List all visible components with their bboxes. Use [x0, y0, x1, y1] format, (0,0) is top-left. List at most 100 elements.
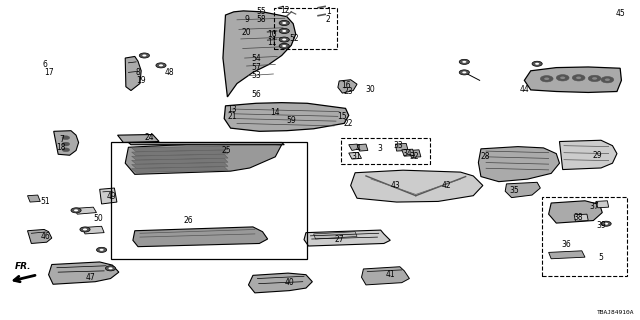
Circle shape [62, 148, 70, 152]
Circle shape [62, 142, 70, 146]
Text: 26: 26 [184, 216, 193, 225]
Circle shape [540, 76, 553, 82]
Circle shape [142, 54, 147, 57]
Circle shape [592, 77, 597, 80]
Text: 1: 1 [326, 7, 331, 16]
Text: 35: 35 [510, 186, 520, 195]
Circle shape [159, 64, 163, 66]
Text: 54: 54 [252, 53, 261, 62]
Text: 18: 18 [56, 143, 66, 152]
Text: 38: 38 [574, 213, 584, 222]
Circle shape [100, 249, 104, 251]
Polygon shape [478, 147, 559, 182]
Circle shape [279, 44, 289, 49]
Polygon shape [132, 158, 228, 164]
Polygon shape [223, 11, 296, 97]
Text: 44: 44 [520, 85, 529, 94]
Text: 42: 42 [442, 181, 451, 190]
Polygon shape [224, 103, 349, 131]
Polygon shape [133, 227, 268, 247]
Polygon shape [396, 143, 408, 151]
Circle shape [83, 228, 87, 230]
Polygon shape [49, 262, 119, 284]
Circle shape [560, 76, 565, 79]
Text: 45: 45 [615, 9, 625, 18]
Circle shape [576, 76, 581, 79]
Polygon shape [402, 149, 415, 156]
Text: FR.: FR. [15, 262, 31, 271]
Text: 8: 8 [136, 68, 140, 77]
Polygon shape [132, 146, 228, 152]
Text: 37: 37 [589, 202, 600, 211]
Text: 48: 48 [165, 68, 175, 77]
Circle shape [462, 71, 467, 73]
Polygon shape [505, 182, 540, 197]
Text: 10: 10 [268, 30, 277, 39]
Polygon shape [304, 230, 390, 246]
Circle shape [140, 53, 150, 58]
Text: 13: 13 [228, 105, 237, 114]
Text: 11: 11 [268, 38, 277, 47]
Circle shape [80, 227, 90, 232]
Circle shape [532, 61, 542, 66]
Circle shape [109, 267, 113, 269]
Polygon shape [83, 226, 104, 234]
Text: 27: 27 [334, 235, 344, 244]
Text: 19: 19 [136, 76, 146, 85]
Text: 53: 53 [252, 71, 261, 80]
Circle shape [535, 63, 539, 65]
Text: 6: 6 [43, 60, 48, 69]
Text: 51: 51 [40, 197, 50, 206]
Polygon shape [351, 170, 483, 202]
Text: 30: 30 [365, 85, 374, 94]
Polygon shape [524, 67, 621, 92]
Text: 43: 43 [390, 181, 400, 190]
Text: 4: 4 [356, 144, 361, 153]
Circle shape [106, 266, 116, 271]
Text: 46: 46 [40, 232, 51, 241]
Text: 57: 57 [252, 63, 261, 72]
Text: 34: 34 [403, 149, 412, 158]
Polygon shape [574, 214, 588, 221]
Text: 56: 56 [252, 90, 261, 99]
Text: 55: 55 [257, 7, 266, 16]
Circle shape [282, 22, 286, 24]
Text: 14: 14 [271, 108, 280, 117]
Text: 52: 52 [290, 35, 300, 44]
Circle shape [544, 77, 549, 80]
Polygon shape [118, 134, 159, 142]
Circle shape [572, 75, 585, 81]
Circle shape [282, 45, 286, 47]
Text: 32: 32 [410, 152, 419, 161]
Text: 7: 7 [59, 135, 64, 144]
Polygon shape [548, 251, 585, 259]
Polygon shape [548, 201, 602, 223]
Text: 9: 9 [244, 15, 249, 24]
Polygon shape [129, 142, 284, 145]
Polygon shape [349, 144, 360, 150]
Text: 25: 25 [221, 146, 231, 155]
Polygon shape [132, 163, 228, 168]
Polygon shape [28, 195, 40, 202]
Polygon shape [28, 229, 52, 244]
Polygon shape [559, 140, 617, 170]
Text: 23: 23 [344, 87, 353, 96]
Polygon shape [338, 80, 357, 93]
Circle shape [97, 247, 107, 252]
Polygon shape [362, 267, 410, 285]
Circle shape [74, 209, 78, 212]
Circle shape [71, 208, 81, 213]
Circle shape [604, 223, 608, 225]
Text: 41: 41 [385, 270, 395, 279]
Circle shape [156, 63, 166, 68]
Text: 29: 29 [593, 151, 603, 160]
Text: 31: 31 [351, 152, 361, 161]
Circle shape [279, 20, 289, 26]
Polygon shape [54, 131, 79, 155]
Text: 33: 33 [394, 141, 403, 150]
Text: 47: 47 [85, 273, 95, 282]
Polygon shape [410, 150, 421, 157]
Circle shape [460, 70, 469, 75]
Polygon shape [357, 144, 368, 151]
Polygon shape [125, 56, 141, 91]
